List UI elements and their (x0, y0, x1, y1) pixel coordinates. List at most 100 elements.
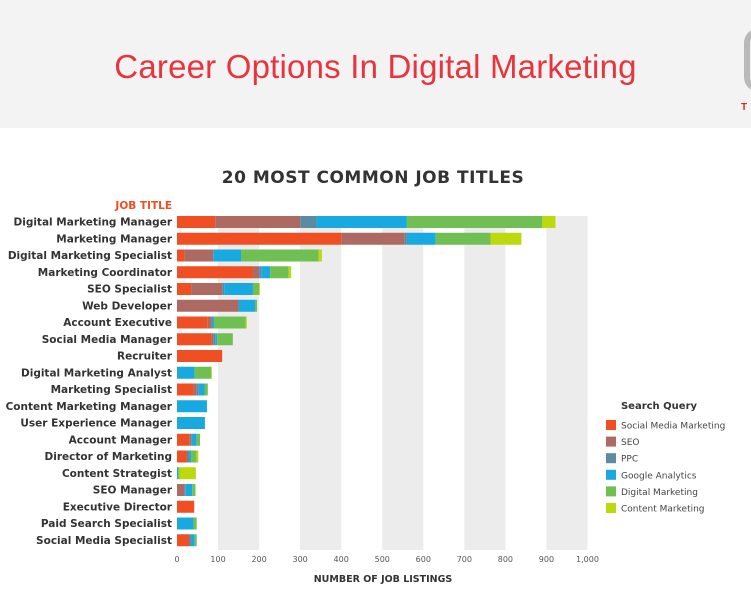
bar-segment (211, 366, 212, 379)
brand-logo-text: T (741, 102, 748, 113)
legend-label: PPC (621, 455, 638, 465)
legend-swatch (606, 503, 616, 513)
bar-segment (207, 316, 212, 329)
bar-segment (177, 383, 194, 396)
bar-segment (241, 249, 319, 262)
bar-segment (177, 417, 205, 429)
bar-segment (178, 467, 180, 480)
bar-segment (179, 467, 196, 480)
category-label: Director of Marketing (45, 451, 173, 463)
bar-segment (194, 534, 197, 547)
bar-segment (177, 467, 179, 480)
x-tick-label: 1,000 (576, 555, 599, 564)
bar-segment (259, 266, 262, 279)
x-tick-label: 800 (498, 555, 513, 564)
category-label: Content Marketing Manager (6, 401, 173, 413)
bar-segment (177, 299, 239, 312)
grid-band (546, 216, 588, 550)
bar-segment (190, 450, 197, 463)
bar-segment (184, 484, 186, 496)
bar-segment (213, 333, 216, 346)
legend-label: Content Marketing (621, 505, 705, 515)
bar-segment (270, 266, 289, 279)
bar-segment (238, 299, 255, 312)
bar-segment (490, 232, 522, 245)
bar-segment (177, 266, 253, 279)
bar-segment (177, 534, 189, 547)
bar-segment (215, 333, 218, 346)
category-axis-title: JOB TITLE (114, 200, 172, 212)
bar-segment (341, 232, 405, 245)
bar-segment (406, 216, 543, 228)
bar-segment (198, 383, 205, 396)
bar-segment (177, 450, 187, 463)
category-label: User Experience Manager (20, 418, 172, 430)
legend-swatch (606, 436, 616, 447)
legend-title: Search Query (621, 401, 698, 412)
category-label: Social Media Specialist (36, 535, 172, 547)
bar-segment (254, 299, 258, 312)
category-label: Account Executive (63, 317, 172, 329)
bar-segment (177, 283, 192, 295)
bar-segment (177, 517, 194, 530)
legend-swatch (606, 453, 616, 464)
bar-segment (404, 232, 407, 245)
grid-band (218, 216, 260, 550)
bar-segment (222, 283, 225, 295)
category-label: Digital Marketing Manager (14, 217, 173, 229)
bar-segment (177, 333, 212, 346)
x-tick-label: 500 (375, 555, 390, 564)
bar-segment (189, 433, 192, 446)
bar-segment (196, 450, 199, 463)
bar-segment (177, 316, 208, 329)
bar-segment (184, 249, 214, 262)
bar-segment (177, 350, 223, 362)
category-label: Executive Director (63, 501, 173, 513)
x-tick-label: 900 (539, 555, 554, 564)
bar-segment (259, 283, 260, 295)
bar-segment (215, 216, 301, 228)
category-label: Content Strategist (62, 468, 172, 480)
legend-swatch (606, 420, 616, 430)
bar-segment (188, 450, 191, 463)
legend-label: SEO (621, 438, 639, 448)
bar-segment (288, 266, 292, 279)
bar-segment (300, 216, 317, 228)
bar-segment (217, 333, 233, 346)
x-tick-label: 700 (457, 555, 472, 564)
category-label: Marketing Coordinator (38, 267, 173, 279)
bar-segment (190, 534, 195, 547)
x-tick-label: 400 (334, 555, 349, 564)
bar-segment (177, 500, 195, 513)
bar-segment (193, 383, 197, 396)
grid-bands (218, 216, 588, 550)
bar-segment (261, 266, 271, 279)
category-labels: Digital Marketing Manager Marketing Manag… (6, 217, 173, 547)
legend: Social Media Marketing SEO PPC Google Analy… (606, 420, 725, 515)
legend-label: Google Analytics (621, 471, 697, 481)
x-tick-label: 200 (251, 555, 266, 564)
bar-segment (191, 283, 223, 295)
bar-segment (435, 232, 491, 245)
bar-segment (186, 450, 189, 463)
bar-segment (194, 366, 212, 379)
bar-segment (196, 383, 199, 396)
bar-segment (192, 484, 196, 496)
bar-segment (213, 249, 242, 262)
x-tick-label: 600 (416, 555, 431, 564)
chart-title: 20 MOST COMMON JOB TITLES (222, 168, 524, 188)
legend-label: Social Media Marketing (621, 422, 725, 432)
bar-segment (211, 333, 214, 346)
category-label: Marketing Specialist (51, 384, 172, 396)
bar-segment (177, 366, 195, 379)
bar-segment (196, 433, 200, 446)
bar-segment (188, 534, 191, 547)
bar-segment (318, 249, 322, 262)
bar-segment (177, 216, 216, 228)
category-label: Web Developer (82, 300, 173, 312)
bar-segment (211, 316, 214, 329)
bar-segment (213, 316, 246, 329)
category-label: Marketing Manager (56, 233, 173, 245)
grid-band (464, 216, 506, 550)
